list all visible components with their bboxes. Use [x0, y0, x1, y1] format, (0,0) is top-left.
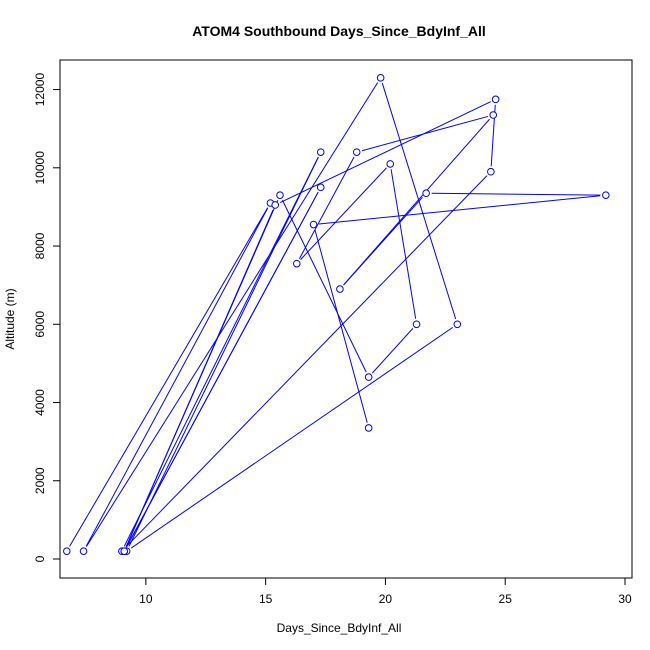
data-point — [292, 259, 301, 268]
data-point — [376, 74, 385, 82]
series-segment — [390, 169, 417, 319]
series-segment — [318, 195, 601, 225]
data-point — [364, 424, 373, 432]
data-point — [309, 220, 318, 229]
data-point — [336, 285, 344, 293]
data-point — [316, 183, 325, 192]
x-tick-label: 15 — [259, 592, 273, 606]
series-segment — [300, 167, 387, 260]
y-tick-label: 2000 — [33, 467, 47, 494]
series-segment — [314, 229, 368, 423]
series-segment — [298, 156, 355, 260]
series-segment — [85, 207, 269, 547]
series-segment — [128, 156, 319, 547]
x-tick-label: 30 — [618, 592, 632, 606]
series-segment — [361, 115, 489, 152]
series-segment — [281, 199, 367, 373]
x-tick-label: 25 — [499, 592, 513, 606]
series-segment — [371, 328, 414, 374]
y-tick-label: 6000 — [33, 311, 47, 338]
data-point — [412, 320, 421, 329]
y-tick-label: 4000 — [33, 389, 47, 416]
chart-title: ATOM4 Southbound Days_Since_BdyInf_All — [192, 23, 486, 39]
data-point — [364, 373, 373, 381]
series-segment — [86, 82, 379, 547]
data-point — [316, 148, 325, 156]
x-axis-label: Days_Since_BdyInf_All — [277, 621, 402, 635]
series-segment — [431, 192, 601, 196]
y-tick-label: 10000 — [33, 151, 47, 185]
series-segment — [123, 156, 319, 547]
data-point — [602, 191, 610, 199]
y-tick-label: 0 — [33, 555, 47, 562]
series-segment — [130, 326, 454, 549]
series-segment — [125, 175, 488, 548]
plot-frame — [59, 59, 633, 579]
y-tick-label: 8000 — [33, 232, 47, 259]
x-tick-label: 10 — [139, 592, 153, 606]
series-segment — [343, 196, 423, 286]
data-point — [386, 160, 395, 168]
plot-area — [62, 74, 610, 555]
data-point — [491, 95, 500, 104]
x-tick-label: 20 — [379, 592, 393, 606]
data-point — [489, 111, 498, 119]
series-segment — [69, 207, 269, 547]
series-segment — [126, 191, 319, 547]
data-point — [120, 547, 129, 555]
series-segment — [279, 101, 491, 204]
data-point — [62, 547, 71, 555]
data-point — [79, 547, 88, 555]
y-axis: 0 2000 4000 6000 8000 10000 12000 — [33, 73, 61, 562]
data-point — [422, 189, 430, 198]
x-axis: 10 15 20 25 30 — [139, 577, 632, 606]
y-axis-label: Altitude (m) — [3, 288, 17, 349]
data-point — [352, 148, 361, 156]
data-point — [453, 320, 462, 329]
data-point — [276, 191, 284, 199]
data-point — [487, 167, 495, 176]
y-tick-label: 12000 — [33, 73, 47, 107]
series-segment — [126, 200, 279, 547]
data-point — [271, 201, 280, 209]
